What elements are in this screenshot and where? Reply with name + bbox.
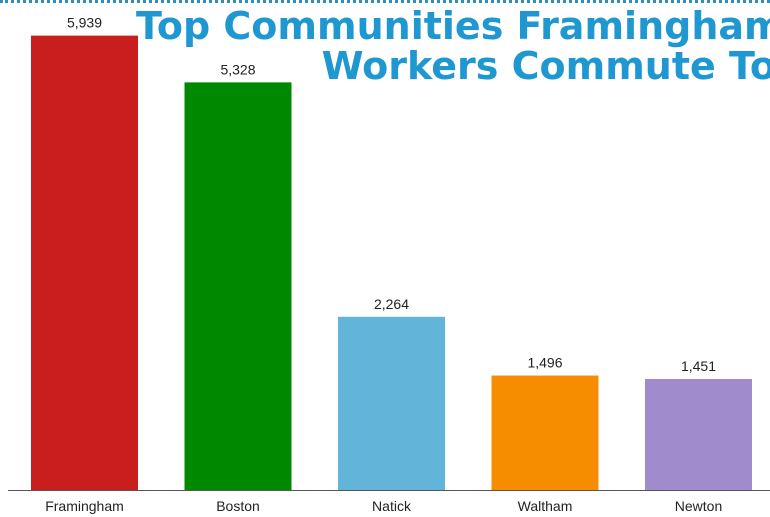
chart-title-line-1: Top Communities Framingham	[136, 4, 770, 48]
bars-group	[31, 35, 752, 491]
tick-label-newton: Newton	[675, 498, 722, 514]
tick-label-boston: Boston	[216, 498, 260, 514]
bar-natick	[338, 316, 445, 490]
tick-label-natick: Natick	[372, 498, 412, 514]
tick-label-framingham: Framingham	[45, 498, 124, 514]
tick-label-waltham: Waltham	[518, 498, 573, 514]
value-label-waltham: 1,496	[527, 355, 562, 371]
chart-title-line-2: Workers Commute To	[321, 44, 770, 88]
bar-waltham	[491, 375, 599, 490]
top-dotted-rule	[0, 0, 770, 3]
bar-boston	[184, 82, 292, 490]
value-label-boston: 5,328	[220, 61, 255, 77]
chart-title: Top Communities Framingham Workers Commu…	[136, 6, 770, 86]
bar-framingham	[31, 35, 138, 491]
value-label-framingham: 5,939	[67, 15, 102, 31]
tick-labels-group: Framingham Boston Natick Waltham Newton	[45, 498, 722, 514]
value-label-newton: 1,451	[681, 358, 716, 374]
value-label-natick: 2,264	[374, 296, 409, 312]
value-labels-group: 5,939 5,328 2,264 1,496 1,451	[67, 15, 716, 374]
bar-newton	[645, 378, 752, 490]
